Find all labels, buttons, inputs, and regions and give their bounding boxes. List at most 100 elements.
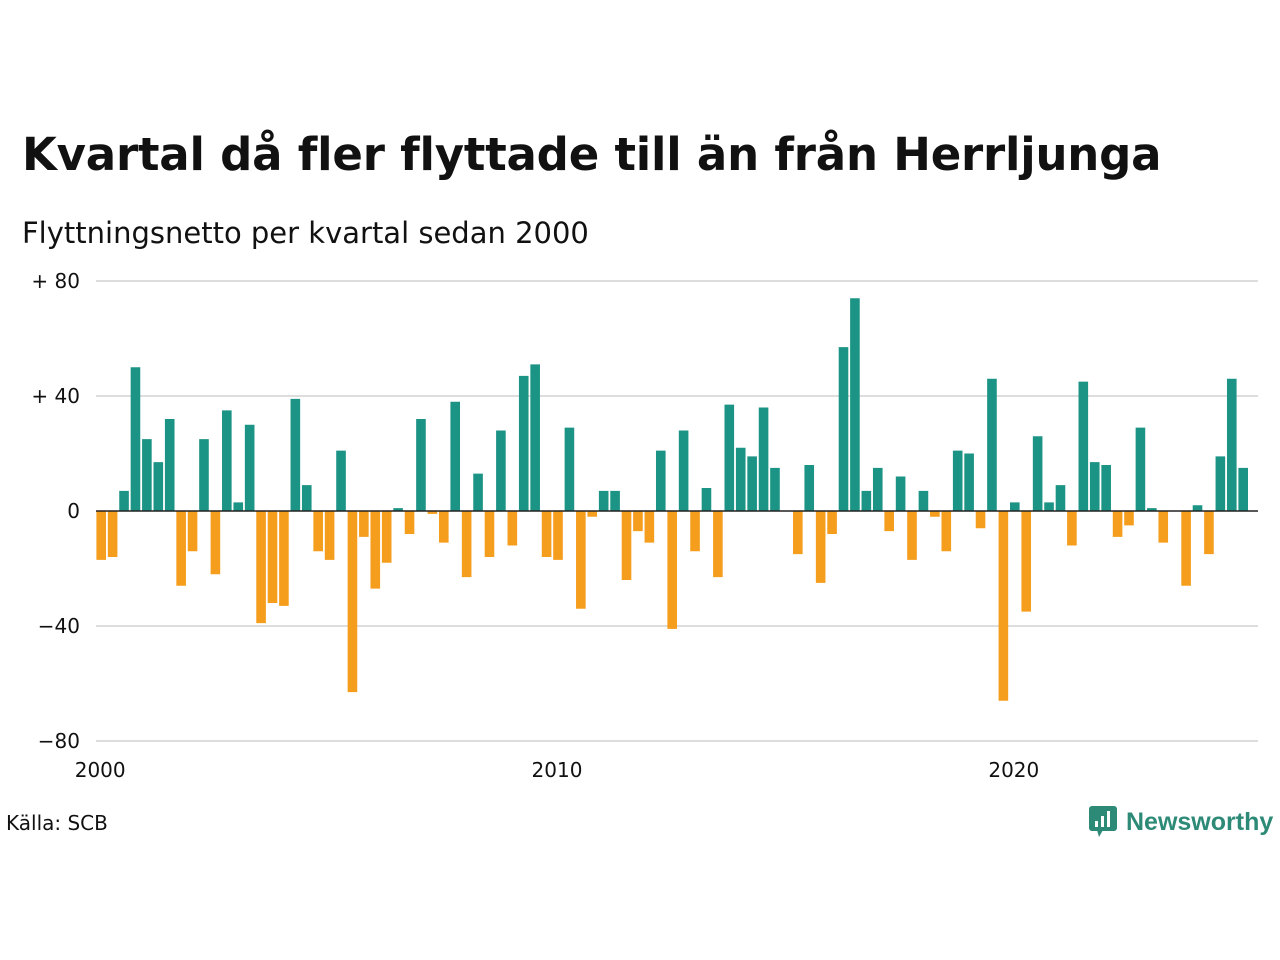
bar <box>1010 502 1020 512</box>
bar <box>473 473 483 512</box>
bar <box>1158 511 1169 543</box>
bar <box>1101 465 1111 511</box>
bar <box>370 511 381 589</box>
y-tick-label: −80 <box>38 729 80 753</box>
y-axis-ticks: + 80 + 40 0 −40 −80 <box>31 269 80 753</box>
bars <box>96 298 1248 701</box>
bar <box>347 511 358 693</box>
bar <box>918 490 929 512</box>
bar <box>427 511 438 514</box>
bar <box>107 511 118 557</box>
bar <box>404 511 415 534</box>
bar <box>987 378 997 511</box>
bar <box>1089 462 1100 512</box>
bar <box>1067 511 1077 546</box>
bar <box>210 511 221 575</box>
brand-name: Newsworthy <box>1126 807 1274 836</box>
bar <box>164 419 175 511</box>
bar <box>450 401 461 511</box>
x-tick-label: 2000 <box>75 758 126 782</box>
bar <box>587 511 598 517</box>
bar <box>518 375 529 512</box>
bar <box>496 430 506 511</box>
bar <box>153 462 164 512</box>
bar <box>621 511 632 580</box>
bar <box>324 511 335 560</box>
source-note: Källa: SCB <box>6 811 108 835</box>
bar <box>279 511 289 606</box>
bar <box>747 456 757 512</box>
bar <box>1226 378 1237 511</box>
bar <box>1204 511 1214 555</box>
bar <box>610 490 620 512</box>
bar <box>690 511 700 552</box>
bar <box>1021 511 1032 612</box>
bar <box>130 367 141 511</box>
bar <box>850 298 860 511</box>
bar <box>199 439 209 512</box>
bar <box>461 511 472 578</box>
y-tick-label: + 80 <box>31 269 80 293</box>
bar <box>1032 436 1043 511</box>
bar <box>336 450 346 512</box>
bar <box>941 511 952 552</box>
bar <box>872 467 883 512</box>
bar <box>907 511 917 560</box>
bar <box>290 398 301 512</box>
bar <box>1238 467 1248 512</box>
bar <box>644 511 655 543</box>
bar <box>439 511 449 543</box>
bar <box>998 511 1009 701</box>
bar <box>1112 511 1123 537</box>
chart-bubble-icon <box>1089 806 1117 837</box>
x-tick-label: 2020 <box>988 758 1039 782</box>
bar <box>655 450 666 512</box>
bar <box>507 511 518 546</box>
bar <box>187 511 198 552</box>
bar <box>724 404 735 512</box>
bar <box>416 419 426 511</box>
bar <box>1192 505 1203 511</box>
brand-logo[interactable]: Newsworthy <box>1088 804 1273 840</box>
bar <box>176 511 186 586</box>
bar <box>1044 502 1054 512</box>
bar <box>701 488 712 511</box>
bar <box>598 490 609 512</box>
bar <box>1147 508 1157 512</box>
y-tick-label: + 40 <box>31 384 80 408</box>
bar <box>804 465 815 511</box>
bar <box>256 511 266 624</box>
bar <box>735 447 746 511</box>
bar <box>793 511 803 555</box>
bar <box>244 424 255 511</box>
bar <box>267 511 278 603</box>
x-axis-ticks: 2000 2010 2020 <box>75 758 1040 782</box>
bar <box>930 511 940 517</box>
bar <box>895 476 906 511</box>
bar <box>815 511 826 583</box>
bar <box>359 511 369 537</box>
bar <box>770 467 780 512</box>
bar <box>119 490 129 512</box>
bar <box>678 430 689 511</box>
bar <box>564 427 575 512</box>
bar <box>758 407 769 511</box>
bar <box>861 490 872 512</box>
bar <box>233 502 244 512</box>
bar <box>964 453 974 511</box>
chart-title: Kvartal då fler flyttade till än från He… <box>22 128 1162 181</box>
bar <box>393 508 403 512</box>
x-tick-label: 2010 <box>532 758 583 782</box>
bar <box>975 511 986 529</box>
bar <box>96 511 106 560</box>
y-tick-label: 0 <box>67 499 80 523</box>
bar <box>1124 511 1134 526</box>
bar <box>313 511 323 552</box>
bar <box>952 450 963 512</box>
bar <box>1055 485 1066 512</box>
bar <box>713 511 723 578</box>
bar <box>381 511 392 563</box>
chart-subtitle: Flyttningsnetto per kvartal sedan 2000 <box>22 216 589 250</box>
bar <box>633 511 643 532</box>
